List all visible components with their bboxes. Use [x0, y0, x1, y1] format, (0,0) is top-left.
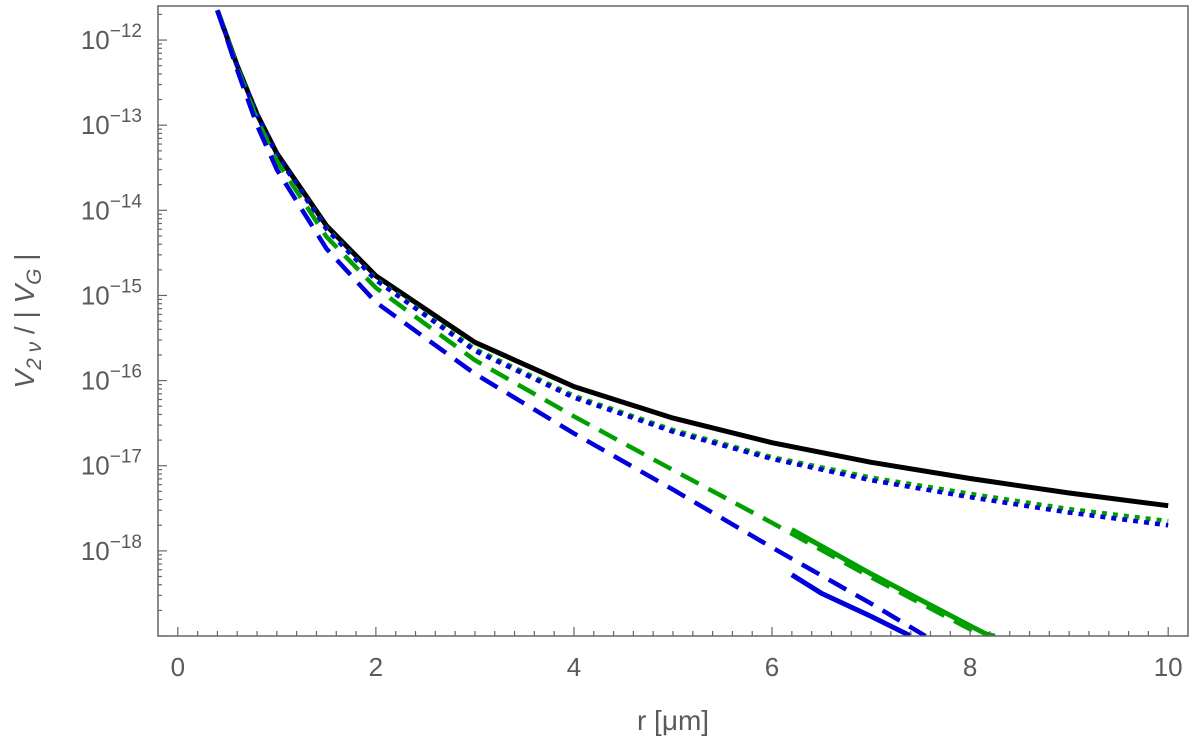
x-tick-label: 4: [567, 652, 581, 682]
x-axis-label: r [μm]: [637, 705, 709, 736]
y-tick-label: 10−16: [81, 362, 142, 396]
y-tick-label: 10−18: [81, 532, 142, 566]
series-layer: [215, 9, 1169, 636]
y-axis-ticks: 10−12 10−13 10−14 10−15 10−16 10−17 10−18: [81, 13, 167, 637]
y-tick-label: 10−13: [81, 106, 142, 140]
x-tick-label: 8: [963, 652, 977, 682]
y-tick-label: 10−17: [81, 447, 142, 481]
series-line-4: [215, 9, 996, 636]
series-line-6: [790, 527, 992, 636]
x-axis-ticks: 0 2 4 6 8 10: [171, 627, 1183, 682]
x-tick-label: 10: [1154, 652, 1183, 682]
series-line-7: [790, 572, 912, 636]
y-tick-label: 10−15: [81, 276, 142, 310]
y-axis-label: V2 ν / | VG |: [9, 253, 46, 388]
series-line-5: [215, 9, 927, 636]
x-tick-label: 0: [171, 652, 185, 682]
y-tick-label: 10−12: [81, 21, 142, 55]
x-tick-label: 2: [369, 652, 383, 682]
series-line-2: [215, 9, 1169, 524]
y-tick-label: 10−14: [81, 191, 143, 225]
x-tick-label: 6: [765, 652, 779, 682]
series-line-1: [215, 9, 1169, 509]
